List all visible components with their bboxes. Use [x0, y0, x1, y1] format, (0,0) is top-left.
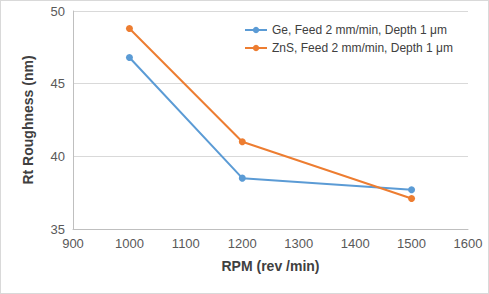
svg-text:45: 45 — [51, 76, 65, 91]
svg-text:1400: 1400 — [341, 236, 370, 251]
svg-text:50: 50 — [51, 4, 65, 19]
svg-text:1000: 1000 — [115, 236, 144, 251]
svg-text:1600: 1600 — [454, 236, 483, 251]
svg-text:Rt Roughness (nm): Rt Roughness (nm) — [20, 55, 36, 184]
svg-text:1300: 1300 — [284, 236, 313, 251]
svg-text:900: 900 — [62, 236, 84, 251]
svg-text:1200: 1200 — [228, 236, 257, 251]
svg-text:35: 35 — [51, 222, 65, 237]
svg-text:1100: 1100 — [172, 236, 200, 251]
svg-text:40: 40 — [51, 149, 65, 164]
svg-text:Ge, Feed 2 mm/min, Depth 1 μm: Ge, Feed 2 mm/min, Depth 1 μm — [272, 23, 447, 37]
svg-text:ZnS, Feed 2 mm/min, Depth 1 μm: ZnS, Feed 2 mm/min, Depth 1 μm — [272, 41, 453, 55]
svg-text:RPM (rev /min): RPM (rev /min) — [221, 258, 319, 274]
svg-text:1500: 1500 — [397, 236, 426, 251]
